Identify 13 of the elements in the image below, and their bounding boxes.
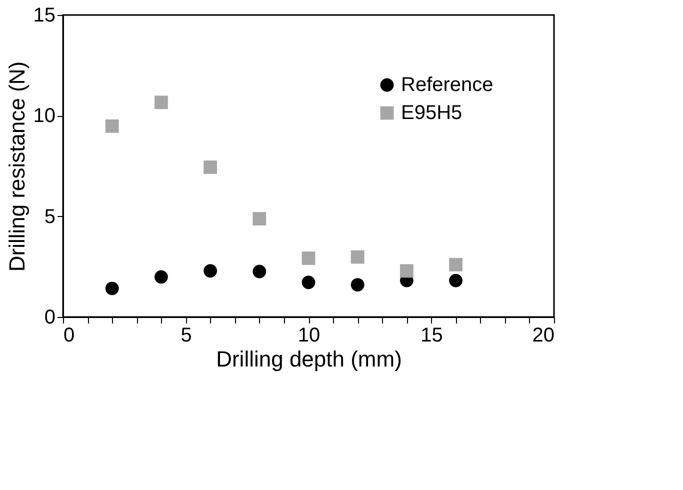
x-tick-label: 10 [298, 324, 320, 346]
x-axis-title: Drilling depth (mm) [216, 346, 402, 372]
x-tick-label: 15 [420, 324, 443, 346]
x-tick-label: 20 [532, 324, 554, 346]
y-tick-label: 15 [33, 4, 56, 26]
y-tick-label: 0 [44, 306, 56, 328]
y-axis-title: Drilling resistance (N) [4, 61, 30, 272]
x-tick-label: 0 [64, 324, 75, 346]
y-tick-label: 5 [44, 206, 56, 228]
legend-label: E95H5 [401, 102, 462, 124]
x-tick-label: 5 [180, 324, 192, 346]
y-tick-label: 10 [33, 105, 56, 128]
legend-label: Reference [401, 74, 494, 96]
